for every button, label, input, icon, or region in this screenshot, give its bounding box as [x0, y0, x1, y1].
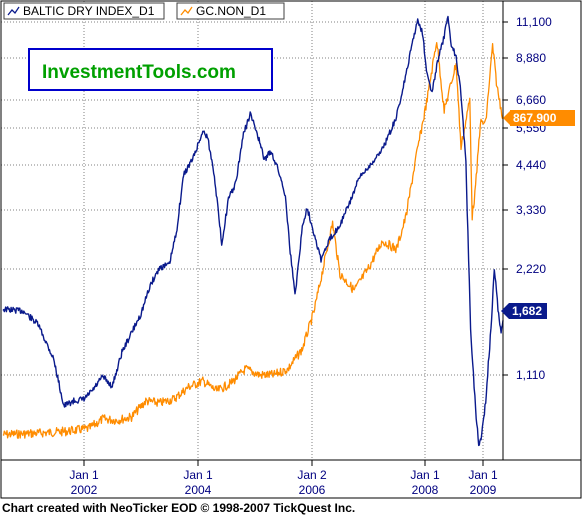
baltic-series-layer [2, 15, 504, 447]
baltic-tag-box [509, 303, 547, 319]
x-tick-year: 2004 [185, 483, 212, 497]
y-tick-label: 11,100 [516, 15, 552, 29]
legend-box-gold [176, 2, 285, 20]
x-tick-year: 2008 [412, 483, 439, 497]
gold-series-layer [2, 42, 504, 439]
y-tick-label: 6,660 [516, 93, 546, 107]
legend-label-gold: GC.NON_D1 [196, 4, 266, 18]
watermark-text: InvestmentTools.com [42, 62, 236, 83]
x-tick-year: 2002 [71, 483, 98, 497]
gold-tag-box [510, 110, 575, 126]
legend-box-baltic [3, 2, 165, 20]
y-tick-label: 1,110 [516, 368, 545, 382]
x-tick-year: 2009 [470, 483, 497, 497]
date-axis-frame [0, 459, 582, 499]
watermark-logo: InvestmentTools.com [28, 48, 273, 91]
legend: BALTIC DRY INDEX_D1 GC.NON_D1 [3, 2, 285, 20]
x-tick-month: Jan 1 [69, 468, 99, 482]
watermark-border [28, 48, 273, 91]
y-axis-ticks: 11,1008,8806,6605,5504,4403,3302,2201,11… [503, 15, 552, 382]
chart-credit: Chart created with NeoTicker EOD © 1998-… [2, 501, 355, 515]
baltic-last-value-tag: 1,682 [501, 303, 547, 319]
gold-tag-pointer [503, 111, 510, 125]
gold-last-value-tag: 867.900 [503, 110, 575, 126]
x-tick-month: Jan 2 [297, 468, 327, 482]
axis-frame [502, 0, 582, 461]
y-tick-label: 8,880 [516, 51, 546, 65]
y-tick-label: 3,330 [516, 203, 546, 217]
x-tick-month: Jan 1 [468, 468, 498, 482]
baltic-series-line [2, 15, 504, 447]
legend-swatch-gold [180, 6, 193, 16]
gold-tag-label: 867.900 [513, 111, 557, 125]
baltic-tag-label: 1,682 [512, 304, 542, 318]
legend-swatch-baltic [7, 6, 20, 16]
x-tick-month: Jan 1 [183, 468, 213, 482]
y-tick-label: 2,220 [516, 262, 546, 276]
legend-label-baltic: BALTIC DRY INDEX_D1 [23, 4, 155, 18]
baltic-tag-pointer [501, 303, 509, 319]
y-tick-label: 4,440 [516, 158, 546, 172]
x-tick-month: Jan 1 [410, 468, 440, 482]
gold-series-line [2, 42, 504, 439]
x-tick-year: 2006 [299, 483, 326, 497]
